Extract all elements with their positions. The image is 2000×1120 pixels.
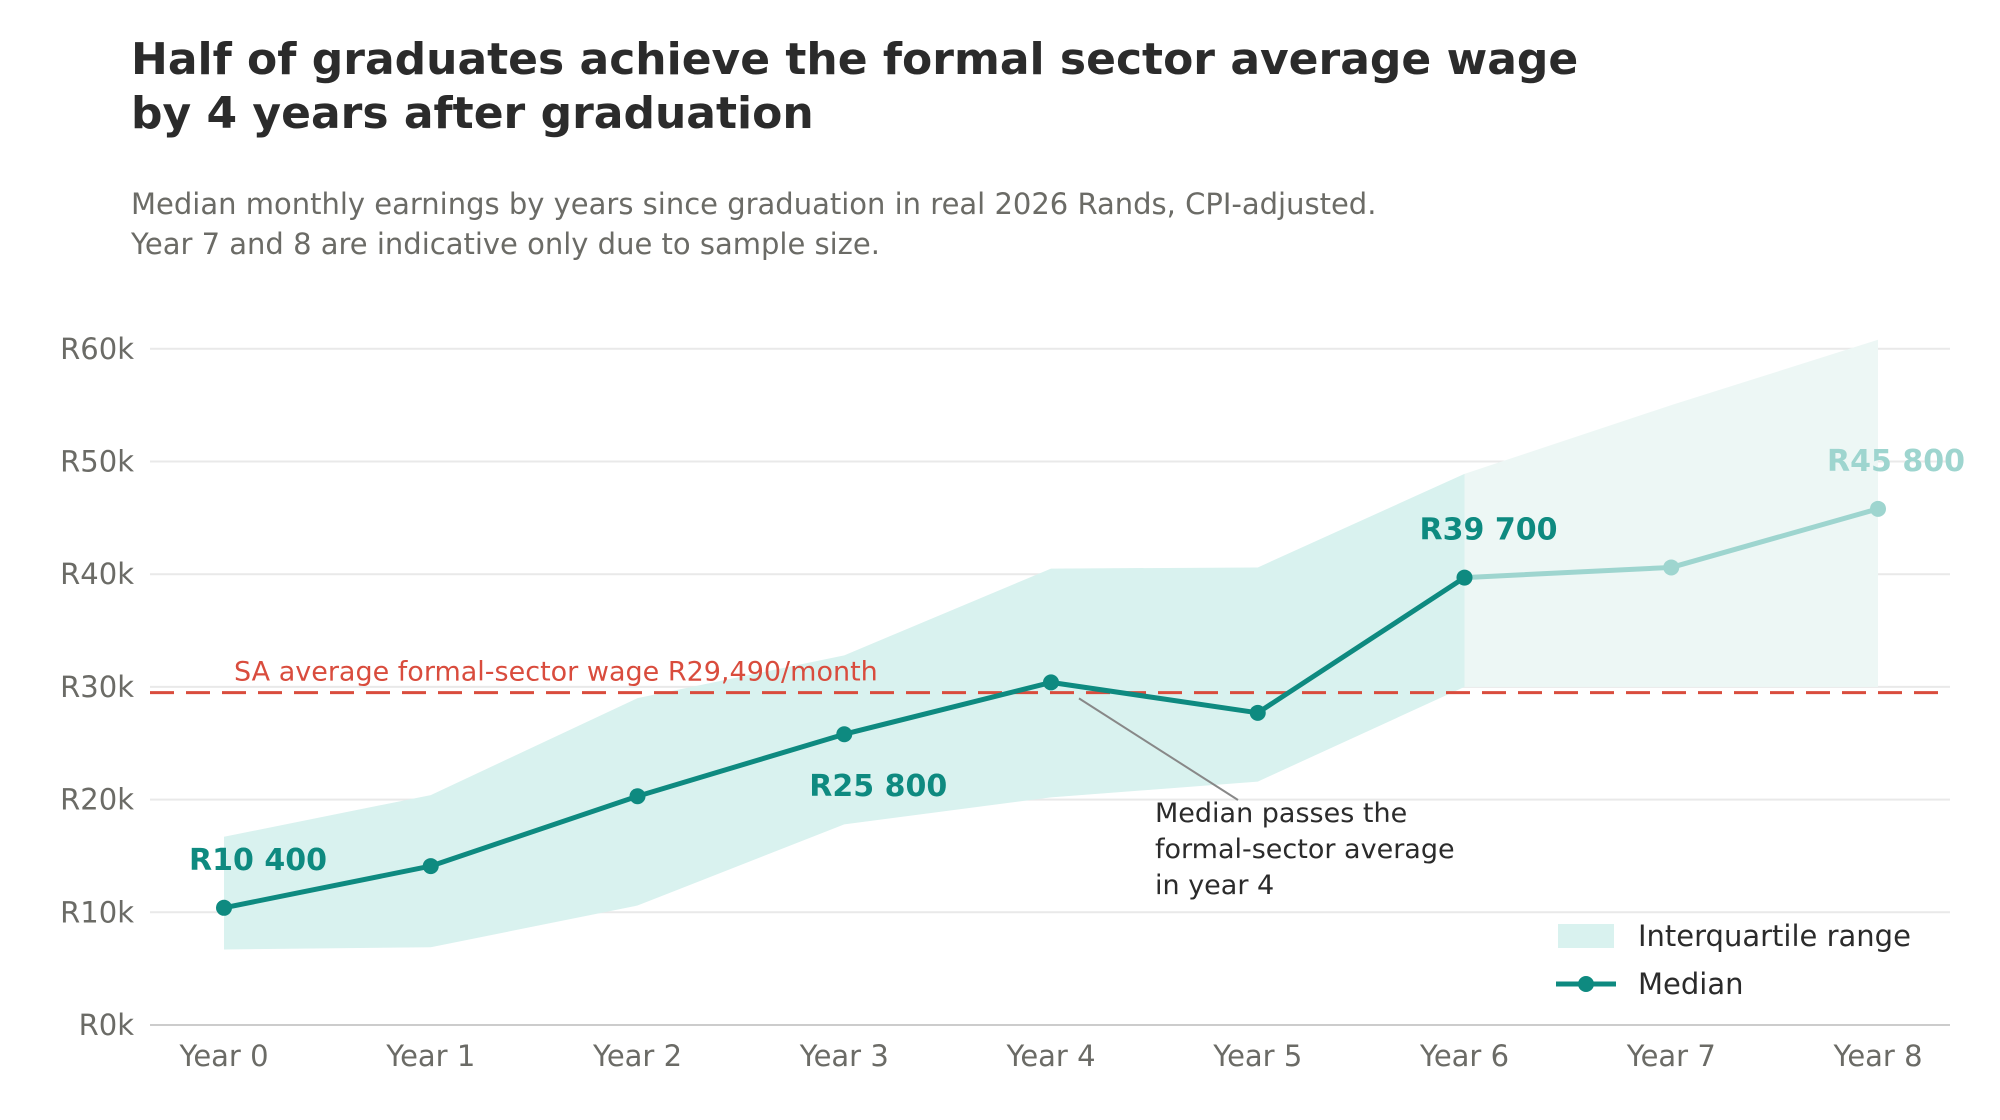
legend-swatch-median-marker: [1578, 976, 1594, 992]
x-tick-label: Year 4: [1005, 1039, 1095, 1073]
median-point: [1456, 569, 1473, 586]
x-tick-label: Year 5: [1212, 1039, 1302, 1073]
chart-subtitle-line: Median monthly earnings by years since g…: [131, 187, 1376, 221]
y-tick-label: R60k: [60, 332, 134, 366]
annotation: Median passes the formal-sector average in…: [1078, 697, 1455, 901]
x-tick-label: Year 7: [1626, 1039, 1716, 1073]
annotation-text-line: in year 4: [1155, 870, 1274, 901]
x-tick-label: Year 2: [592, 1039, 682, 1073]
median-point: [1043, 674, 1059, 691]
median-point: [1663, 559, 1680, 576]
y-tick-label: R30k: [60, 670, 134, 704]
chart-title: Half of graduates achieve the formal sec…: [131, 34, 1578, 139]
median-point: [629, 788, 646, 805]
x-tick-label: Year 0: [178, 1039, 268, 1073]
chart-subtitle: Median monthly earnings by years since g…: [130, 187, 1376, 261]
reference-line-group: SA average formal-sector wage R29,490/mo…: [150, 657, 1950, 695]
iqr-band: [224, 473, 1465, 950]
data-label: R10 400: [189, 843, 327, 878]
reference-line-label: SA average formal-sector wage R29,490/mo…: [234, 657, 878, 688]
data-label: R25 800: [809, 769, 947, 804]
x-tick-label: Year 6: [1419, 1039, 1509, 1073]
y-tick-label: R10k: [60, 895, 134, 929]
median-point: [422, 858, 439, 875]
data-labels: R10 400 R25 800 R39 700 R45 800: [189, 444, 1965, 878]
median-series: [216, 500, 1886, 916]
y-tick-label: R0k: [79, 1008, 135, 1042]
median-point: [1870, 500, 1886, 517]
y-tick-label: R50k: [60, 445, 134, 479]
annotation-text-line: Median passes the: [1155, 798, 1407, 829]
median-point: [836, 726, 853, 743]
legend: Interquartile range Median: [1556, 919, 1911, 1001]
legend-swatch-iqr: [1558, 924, 1614, 948]
legend-label-iqr: Interquartile range: [1638, 919, 1911, 953]
y-tick-label: R40k: [60, 557, 134, 591]
annotation-text-line: formal-sector average: [1155, 834, 1455, 865]
chart-title-line: Half of graduates achieve the formal sec…: [131, 34, 1578, 85]
x-tick-label: Year 8: [1832, 1039, 1922, 1073]
data-label: R39 700: [1420, 513, 1558, 548]
x-tick-label: Year 1: [385, 1039, 475, 1073]
legend-label-median: Median: [1638, 967, 1743, 1001]
x-tick-label: Year 3: [799, 1039, 889, 1073]
data-label: R45 800: [1827, 444, 1965, 479]
chart-title-line: by 4 years after graduation: [131, 88, 814, 139]
interquartile-range-band: [224, 339, 1878, 950]
median-point: [1249, 704, 1266, 721]
chart-subtitle-line: Year 7 and 8 are indicative only due to …: [130, 227, 880, 261]
median-point: [216, 899, 232, 916]
y-tick-label: R20k: [60, 783, 134, 817]
x-axis-ticks: Year 0 Year 1 Year 2 Year 3 Year 4 Year 5 Year…: [178, 1039, 1922, 1073]
y-axis-ticks: R0k R10k R20k R30k R40k R50k R60k: [60, 332, 134, 1042]
annotation-connector: [1078, 697, 1239, 801]
iqr-band-indicative: [1464, 339, 1878, 687]
